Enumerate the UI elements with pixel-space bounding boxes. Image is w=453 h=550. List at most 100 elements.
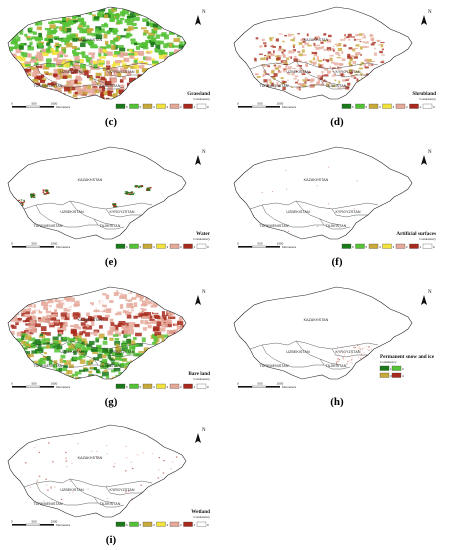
legend-swatch [142, 103, 153, 109]
north-arrow-icon [195, 433, 201, 443]
scale-tick-label: 0 [11, 242, 13, 246]
legend-swatch [368, 243, 379, 249]
country-label-turkmenistan: TURKMENISTAN [259, 364, 289, 368]
legend-g: 6 5 4 3 2 1 0 [115, 383, 209, 389]
scale-tick-label: 500 [257, 242, 262, 246]
region-outline-c [7, 6, 187, 100]
country-label-tajikistan: TAJIKISTAN [100, 224, 121, 228]
scale-tick-label: 1000 [51, 382, 58, 386]
scale-tick-label: 1000 [51, 102, 58, 106]
country-label-kyrgyzstan: KYRGYZSTAN [335, 210, 360, 214]
legend-value: 2 [406, 105, 408, 109]
country-border [292, 364, 324, 368]
country-label-kazakhstan: KAZAKHSTAN [78, 456, 103, 460]
legend-value: 2 [180, 245, 182, 249]
legend-swatch [115, 521, 126, 527]
legend-value: 6 [352, 105, 354, 109]
map-panel-d: KAZAKHSTAN UZBEKISTAN KYRGYZSTAN TURKMENIST… [232, 3, 442, 128]
scale-unit-label: Kilometers [282, 245, 297, 249]
legend-value: 4 [402, 374, 404, 378]
consistency-label-i: Consistency [193, 515, 210, 519]
scale-unit-label: Kilometers [282, 105, 297, 109]
legend-swatch [115, 103, 126, 109]
panel-label-d: (d) [330, 116, 344, 128]
country-label-turkmenistan: TURKMENISTAN [259, 224, 289, 228]
legend-value: 4 [153, 105, 155, 109]
scale-bar [238, 245, 280, 248]
legend-swatch [183, 243, 193, 249]
map-e-svg: KAZAKHSTAN UZBEKISTAN KYRGYZSTAN TURKMENIST… [7, 146, 211, 249]
country-label-kazakhstan: KAZAKHSTAN [78, 38, 103, 42]
legend-value: 1 [194, 523, 196, 527]
country-border [331, 208, 368, 218]
scale-bar [12, 523, 54, 526]
country-label-tajikistan: TAJIKISTAN [326, 224, 347, 228]
legend-swatch [379, 372, 390, 378]
legend-value: 3 [167, 105, 169, 109]
country-border [319, 358, 351, 370]
north-label: N [202, 428, 206, 433]
legend-swatch [391, 372, 402, 378]
legend-value: 3 [393, 105, 395, 109]
legend-swatch [409, 243, 419, 249]
map-land-d [234, 7, 412, 99]
country-border [295, 60, 341, 86]
country-border [93, 496, 125, 508]
north-arrow-icon [195, 295, 201, 305]
legend-value: 1 [194, 385, 196, 389]
map-h-svg: KAZAKHSTAN UZBEKISTAN KYRGYZSTAN TURKMENIST… [233, 286, 435, 389]
country-label-kyrgyzstan: KYRGYZSTAN [109, 70, 134, 74]
country-label-kyrgyzstan: KYRGYZSTAN [109, 210, 134, 214]
country-label-kazakhstan: KAZAKHSTAN [78, 318, 103, 322]
legend-value: 0 [207, 105, 209, 109]
legend-value: 3 [167, 523, 169, 527]
scale-tick-label: 500 [257, 382, 262, 386]
country-border [331, 68, 368, 78]
theme-title-c: Grassland [187, 91, 210, 97]
legend-swatch [341, 103, 352, 109]
legend-value: 0 [433, 245, 435, 249]
north-label: N [428, 10, 432, 15]
legend-swatch [196, 521, 207, 527]
scale-tick-label: 500 [31, 242, 36, 246]
country-label-kyrgyzstan: KYRGYZSTAN [109, 488, 134, 492]
legend-swatch [156, 243, 166, 249]
region-outline-f [233, 146, 413, 240]
country-border [69, 60, 115, 86]
north-label: N [428, 150, 432, 155]
country-label-kyrgyzstan: KYRGYZSTAN [335, 350, 360, 354]
legend-h: 1 2 3 4 [379, 365, 404, 378]
legend-swatch [129, 103, 139, 109]
scale-tick-label: 0 [237, 382, 239, 386]
country-label-uzbekistan: UZBEKISTAN [60, 70, 84, 74]
legend-i: 6 5 4 3 2 1 0 [115, 521, 209, 527]
country-label-uzbekistan: UZBEKISTAN [286, 70, 310, 74]
region-outline-h [233, 286, 413, 380]
north-arrow-icon [421, 15, 427, 25]
legend-swatch [196, 103, 207, 109]
legend-swatch [355, 103, 365, 109]
theme-title-g: Bare land [188, 371, 210, 377]
north-label: N [428, 290, 432, 295]
legend-value: 3 [167, 245, 169, 249]
scale-tick-label: 500 [31, 102, 36, 106]
map-panel-f: KAZAKHSTAN UZBEKISTAN KYRGYZSTAN TURKMENIST… [232, 143, 442, 268]
map-d-svg: KAZAKHSTAN UZBEKISTAN KYRGYZSTAN TURKMENIST… [233, 6, 436, 109]
north-label: N [202, 290, 206, 295]
legend-swatch [395, 103, 406, 109]
legend-value: 3 [393, 245, 395, 249]
north-arrow-icon [195, 155, 201, 165]
country-border [35, 482, 67, 506]
legend-swatch [355, 243, 365, 249]
scale-tick-label: 500 [31, 382, 36, 386]
legend-value: 0 [207, 523, 209, 527]
legend-swatch [129, 383, 139, 389]
legend-swatch [391, 365, 402, 371]
legend-swatch [379, 365, 390, 371]
legend-swatch [382, 103, 392, 109]
country-label-turkmenistan: TURKMENISTAN [33, 364, 63, 368]
legend-value: 2 [406, 245, 408, 249]
panel-label-h: (h) [330, 396, 344, 408]
country-border [105, 68, 142, 78]
legend-swatch [129, 521, 139, 527]
